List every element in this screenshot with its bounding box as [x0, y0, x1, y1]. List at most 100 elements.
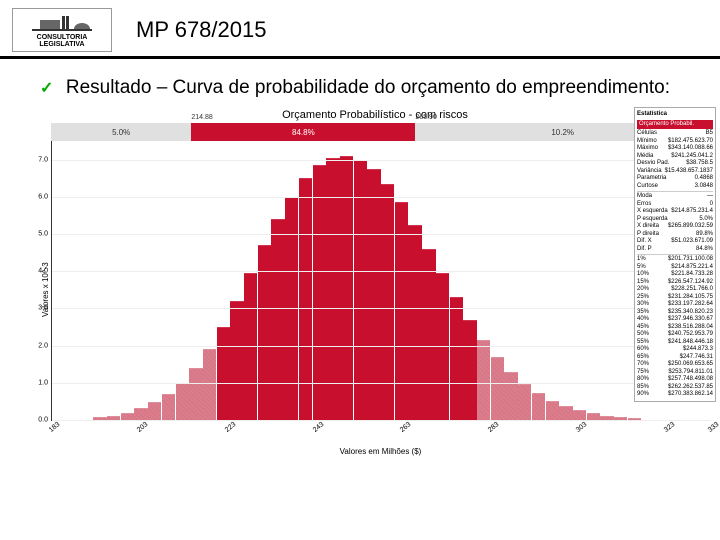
logo-text-top: CONSULTORIA: [37, 34, 88, 41]
histogram-bar: [203, 349, 216, 420]
y-tick: 2.0: [38, 342, 48, 349]
histogram-bar: [271, 219, 284, 420]
stat-row: CélulasB5: [637, 130, 713, 138]
histogram-bar: [532, 393, 545, 420]
stat-row: 85%$262.262.537.85: [637, 384, 713, 392]
stat-row: 65%$247.746.31: [637, 354, 713, 362]
stat-row: Mínimo$182.475.623.70: [637, 138, 713, 146]
stats-panel: EstatísticaOrçamento Probabil.CélulasB5M…: [634, 107, 716, 402]
stat-row: Média$241.245.041.2: [637, 153, 713, 161]
histogram-bar: [573, 410, 586, 420]
histogram-bar: [408, 225, 421, 420]
header: CONSULTORIA LEGISLATIVA MP 678/2015: [0, 0, 720, 59]
histogram-bar: [546, 401, 559, 420]
y-tick: 7.0: [38, 156, 48, 163]
histogram-bar: [395, 202, 408, 420]
subtitle-text: Resultado – Curva de probabilidade do or…: [66, 77, 670, 98]
histogram-bar: [450, 297, 463, 420]
band-right-label: 265.90: [415, 114, 436, 121]
bars-container: [52, 141, 710, 420]
y-tick: 4.0: [38, 268, 48, 275]
x-tick: 283: [487, 421, 500, 434]
histogram-bar: [134, 408, 147, 420]
stat-row: 75%$253.794.811.01: [637, 369, 713, 377]
stat-row: Erros0: [637, 201, 713, 209]
band-segment-mid: 84.8%: [191, 123, 415, 141]
histogram-bar: [189, 368, 202, 420]
stat-row: 70%$250.069.653.65: [637, 361, 713, 369]
congress-icon: [32, 12, 92, 32]
logo: CONSULTORIA LEGISLATIVA: [12, 8, 112, 52]
histogram-bar: [559, 406, 572, 420]
histogram-bar: [477, 340, 490, 420]
histogram-bar: [491, 357, 504, 420]
stat-row: 1%$201.731.100.08: [637, 256, 713, 264]
x-tick: 303: [575, 421, 588, 434]
check-icon: ✓: [40, 80, 53, 97]
histogram-bar: [217, 327, 230, 420]
x-tick: 223: [224, 421, 237, 434]
stat-row: 25%$231.284.105.75: [637, 294, 713, 302]
stat-row: X direita$265.899.032.59: [637, 223, 713, 231]
plot-wrap: 5.0%84.8%10.2%214.88265.90 0.01.02.03.04…: [51, 123, 710, 456]
stat-row: Moda—: [637, 193, 713, 201]
histogram-bar: [354, 160, 367, 420]
y-tick: 3.0: [38, 305, 48, 312]
chart-area: Orçamento Probabilístico - com riscos Va…: [0, 107, 720, 456]
x-tick: 243: [311, 421, 324, 434]
stat-row: Dif. P84.8%: [637, 246, 713, 254]
histogram-bar: [504, 372, 517, 420]
histogram-bar: [463, 320, 476, 420]
histogram-bar: [340, 156, 353, 420]
stat-row: Curtose3.0848: [637, 183, 713, 191]
stat-row: Variância$15.438.657.1837: [637, 168, 713, 176]
histogram-bar: [230, 301, 243, 420]
x-tick: 333: [707, 421, 720, 434]
stat-row: 60%$244.873.3: [637, 346, 713, 354]
band-left-label: 214.88: [191, 114, 212, 121]
x-axis-label: Valores em Milhões ($): [51, 439, 710, 456]
stats-title: Estatística: [637, 110, 713, 120]
stat-row: Parametria0.4868: [637, 175, 713, 183]
histogram-bar: [148, 402, 161, 420]
y-tick: 6.0: [38, 193, 48, 200]
stat-row: 50%$240.752.953.79: [637, 331, 713, 339]
confidence-band: 5.0%84.8%10.2%214.88265.90: [51, 123, 710, 141]
y-ticks: 0.01.02.03.04.05.06.07.0: [24, 141, 50, 420]
stat-row: Desvio Pad.$38.758.5: [637, 160, 713, 168]
stat-row: 5%$214.875.221.4: [637, 264, 713, 272]
stat-row: X esquerda$214.875.231.4: [637, 208, 713, 216]
chart-title: Orçamento Probabilístico - com riscos: [40, 107, 710, 123]
page-title: MP 678/2015: [136, 17, 266, 43]
stat-row: 30%$233.197.282.64: [637, 301, 713, 309]
histogram-bar: [176, 383, 189, 420]
stat-row: 55%$241.848.446.18: [637, 339, 713, 347]
histogram-bar: [381, 184, 394, 420]
stat-row: Máximo$343.140.088.66: [637, 145, 713, 153]
histogram-bar: [313, 165, 326, 420]
y-tick: 1.0: [38, 379, 48, 386]
stat-row: 35%$235.340.820.23: [637, 309, 713, 317]
histogram-bar: [518, 384, 531, 420]
y-tick: 0.0: [38, 417, 48, 424]
histogram-bar: [422, 249, 435, 420]
histogram-bar: [587, 413, 600, 420]
stat-row: 40%$237.946.330.67: [637, 316, 713, 324]
stat-row: 80%$257.748.498.08: [637, 376, 713, 384]
histogram-bar: [121, 413, 134, 420]
x-ticks: 183203223243263283303323333: [51, 421, 710, 439]
x-tick: 203: [136, 421, 149, 434]
x-tick: 323: [663, 421, 676, 434]
stat-row: 90%$270.383.862.14: [637, 391, 713, 399]
y-tick: 5.0: [38, 231, 48, 238]
stat-row: 10%$221.84.733.28: [637, 271, 713, 279]
logo-text-bottom: LEGISLATIVA: [39, 41, 84, 48]
subtitle-block: ✓ Resultado – Curva de probabilidade do …: [0, 59, 720, 107]
histogram-bar: [162, 394, 175, 420]
stat-row: 20%$228.251.766.0: [637, 286, 713, 294]
x-tick: 263: [399, 421, 412, 434]
stat-row: 15%$226.547.124.92: [637, 279, 713, 287]
stat-row: P esquerda5.0%: [637, 216, 713, 224]
stats-header: Orçamento Probabil.: [637, 120, 713, 130]
stat-row: Dif. X$51.023.671.09: [637, 238, 713, 246]
